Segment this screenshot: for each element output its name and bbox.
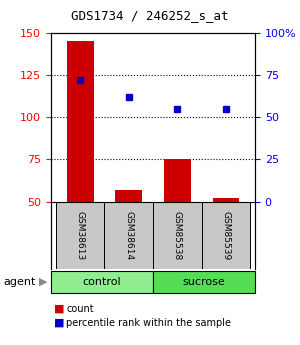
Bar (116, 190, 142, 201)
Text: GSM38613: GSM38613 (76, 211, 85, 260)
Bar (56, 201, 104, 269)
Text: ■: ■ (54, 304, 64, 314)
Text: sucrose: sucrose (183, 277, 225, 287)
Bar (164, 159, 190, 201)
Text: count: count (66, 304, 94, 314)
Bar (202, 201, 250, 269)
Text: GSM85538: GSM85538 (173, 211, 182, 260)
Text: GDS1734 / 246252_s_at: GDS1734 / 246252_s_at (71, 9, 229, 22)
Text: control: control (83, 277, 121, 287)
Bar (67, 41, 94, 201)
Text: ▶: ▶ (39, 277, 48, 287)
Text: percentile rank within the sample: percentile rank within the sample (66, 318, 231, 327)
Bar (212, 198, 239, 201)
Bar (104, 201, 153, 269)
Text: GSM85539: GSM85539 (221, 211, 230, 260)
Text: ■: ■ (54, 318, 64, 327)
Text: GSM38614: GSM38614 (124, 211, 133, 260)
Bar (153, 201, 202, 269)
Text: agent: agent (3, 277, 35, 287)
